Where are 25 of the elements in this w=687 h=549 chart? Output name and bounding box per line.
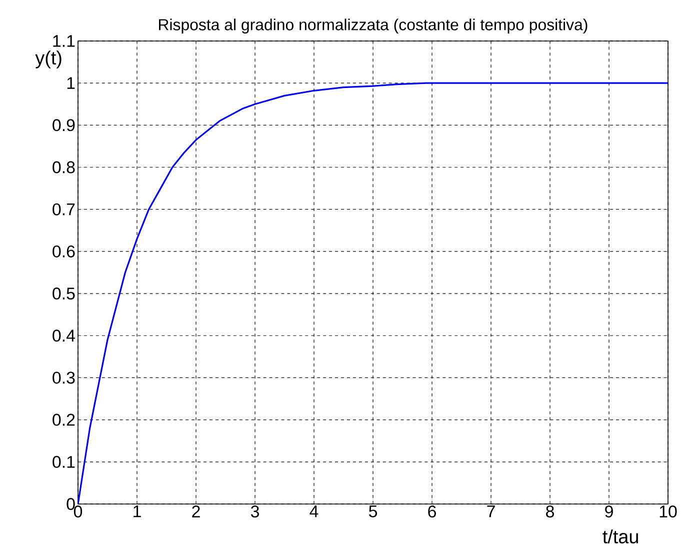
x-tick-label: 5 <box>368 506 377 518</box>
x-tick-label: 9 <box>605 506 613 518</box>
y-tick-label: 0.8 <box>52 161 75 174</box>
chart-title: Risposta al gradino normalizzata (costante di tempo positiva) <box>159 18 588 34</box>
y-tick-label: 1 <box>67 77 75 89</box>
y-tick-label: 1.1 <box>53 35 75 47</box>
x-axis-title: t/tau <box>602 530 638 544</box>
y-tick-label: 0.5 <box>52 288 75 300</box>
y-tick-label: 0.4 <box>52 330 75 342</box>
x-tick-label: 2 <box>192 506 200 518</box>
y-tick-label: 0.6 <box>52 245 75 258</box>
y-tick-label: 0.9 <box>52 119 75 132</box>
y-tick-label: 0.3 <box>52 372 75 384</box>
x-tick-label: 7 <box>487 506 495 518</box>
x-tick-label: 3 <box>250 506 259 518</box>
y-tick-label: 0.7 <box>52 203 75 216</box>
x-tick-label: 6 <box>428 506 436 518</box>
x-tick-label: 1 <box>134 506 141 518</box>
x-tick-label: 4 <box>310 506 318 518</box>
x-tick-label: 8 <box>546 506 554 518</box>
line-series <box>78 82 668 504</box>
y-axis-title: y(t) <box>35 50 62 68</box>
x-tick-label: 10 <box>660 506 677 518</box>
y-tick-label: 0.2 <box>52 414 75 426</box>
y-tick-label: 0.1 <box>52 456 75 468</box>
